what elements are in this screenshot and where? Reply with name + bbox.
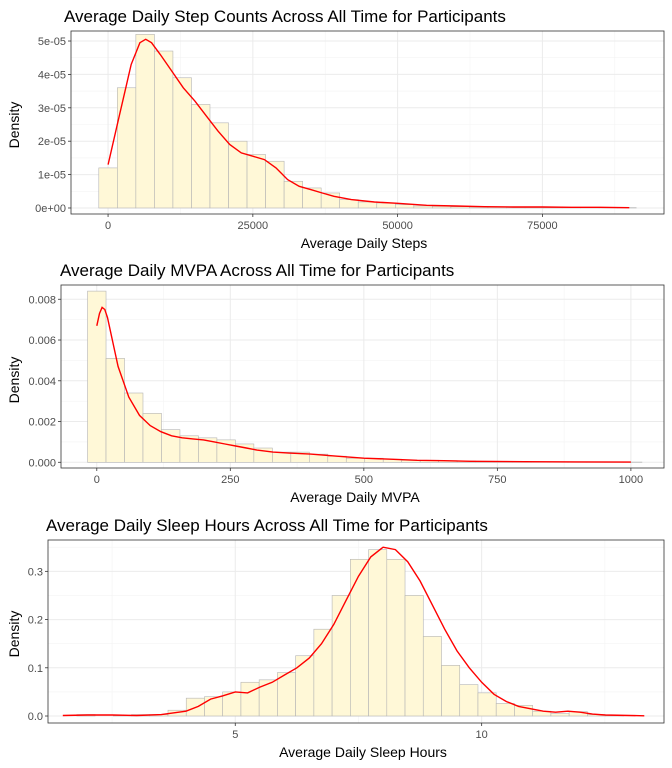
- mvpa-x-tick-label: 500: [355, 474, 373, 486]
- mvpa-histogram-bar: [345, 457, 366, 463]
- mvpa-density-line: [96, 306, 631, 463]
- mvpa-panel-border: [60, 284, 665, 469]
- sleep-histogram-bar: [368, 549, 388, 717]
- sleep-histogram-bar: [295, 655, 315, 717]
- sleep-chart-title: Average Daily Sleep Hours Across All Tim…: [46, 516, 488, 535]
- steps-x-tick-label: 75000: [527, 220, 558, 232]
- steps-y-tick-label: 2e-05: [38, 136, 66, 148]
- mvpa-y-tick-label: 0.008: [28, 294, 56, 306]
- sleep-histogram-bar: [550, 713, 570, 717]
- mvpa-y-tick-label: 0.002: [28, 417, 56, 429]
- mvpa-x-tick-label: 0: [94, 474, 100, 486]
- steps-histogram-bar: [191, 104, 211, 209]
- sleep-histogram-bar: [477, 692, 497, 717]
- steps-y-tick-label: 3e-05: [38, 103, 66, 115]
- sleep-y-tick-label: 0.3: [28, 566, 43, 578]
- steps-x-axis-label: Average Daily Steps: [301, 235, 428, 251]
- mvpa-x-axis-label: Average Daily MVPA: [290, 489, 420, 505]
- steps-histogram-bar: [98, 167, 118, 209]
- steps-y-tick-label: 4e-05: [38, 69, 66, 81]
- sleep-y-tick-label: 0.2: [28, 615, 43, 627]
- sleep-histogram-bar: [404, 595, 424, 717]
- mvpa-x-tick-label: 250: [221, 474, 239, 486]
- sleep-histogram-bar: [277, 672, 296, 717]
- mvpa-x-tick-label: 1000: [619, 474, 643, 486]
- mvpa-y-tick-label: 0.000: [28, 457, 56, 469]
- mvpa-chart: 0 250 500 750 1000 0.000 0.002 0.004 0.006 0.008 A…: [6, 261, 665, 505]
- sleep-y-tick-label: 0.1: [28, 663, 43, 675]
- mvpa-chart-title: Average Daily MVPA Across All Time for P…: [60, 261, 454, 280]
- steps-histogram-bar: [339, 199, 359, 209]
- steps-histogram-bar: [117, 87, 137, 209]
- steps-y-axis-label: Density: [6, 102, 22, 149]
- sleep-x-tick-label: 10: [476, 729, 488, 741]
- steps-histogram-bar: [413, 205, 433, 209]
- sleep-y-axis-label: Density: [6, 611, 22, 658]
- sleep-chart: 5 10 0.0 0.1 0.2 0.3 Average Daily Sleep Hours…: [6, 516, 665, 760]
- steps-panel-border: [70, 30, 665, 215]
- sleep-histogram-bar: [514, 705, 533, 717]
- steps-histogram-bar: [228, 140, 248, 209]
- steps-histogram-bar: [135, 34, 155, 209]
- steps-chart-title: Average Daily Step Counts Across All Tim…: [64, 7, 506, 26]
- mvpa-x-tick-label: 750: [488, 474, 506, 486]
- sleep-density-line: [62, 546, 645, 717]
- sleep-x-axis-label: Average Daily Sleep Hours: [279, 744, 447, 760]
- mvpa-y-tick-label: 0.006: [28, 335, 56, 347]
- steps-histogram-bar: [246, 154, 266, 209]
- mvpa-y-axis-label: Density: [6, 357, 22, 404]
- sleep-histogram-bar: [204, 696, 223, 717]
- mvpa-histogram-bar: [87, 290, 107, 463]
- sleep-histogram-bar: [240, 681, 260, 717]
- sleep-histogram-bar: [350, 558, 369, 717]
- steps-histogram-bar: [209, 122, 229, 209]
- steps-histogram-bar: [154, 50, 174, 209]
- steps-histogram-bar: [394, 204, 415, 209]
- steps-chart: 0 25000 50000 75000 0e+00 1e-05 2e-05 3e-05 4e-0…: [6, 7, 665, 251]
- mvpa-y-tick-label: 0.004: [28, 376, 56, 388]
- steps-x-tick-label: 50000: [382, 220, 413, 232]
- sleep-histogram-bar: [422, 636, 442, 717]
- steps-histogram-bar: [283, 180, 303, 209]
- steps-histogram-bar: [357, 201, 378, 209]
- mvpa-histogram-bar: [161, 429, 181, 463]
- sleep-y-tick-label: 0.0: [28, 711, 43, 723]
- sleep-histogram-bar: [459, 684, 479, 717]
- steps-x-tick-label: 25000: [238, 220, 269, 232]
- steps-histogram-bar: [376, 202, 396, 209]
- sleep-histogram-bar: [331, 595, 351, 717]
- steps-density-line: [107, 38, 630, 209]
- steps-y-tick-label: 1e-05: [38, 170, 66, 182]
- steps-histogram-bar: [172, 77, 192, 209]
- sleep-x-tick-label: 5: [232, 729, 238, 741]
- mvpa-histogram-bar: [105, 358, 125, 463]
- mvpa-histogram-bar: [124, 392, 144, 463]
- steps-y-tick-label: 5e-05: [38, 36, 66, 48]
- sleep-histogram-bar: [495, 703, 515, 717]
- steps-histogram-bar: [302, 187, 322, 209]
- steps-y-tick-label: 0e+00: [35, 203, 66, 215]
- steps-histogram-bar: [432, 206, 452, 209]
- steps-x-tick-label: 0: [105, 220, 111, 232]
- sleep-panel-border: [47, 539, 665, 724]
- sleep-histogram-bar: [386, 558, 406, 717]
- sleep-histogram-bar: [441, 665, 461, 717]
- steps-histogram-bar: [265, 160, 285, 209]
- sleep-histogram-bar: [258, 679, 278, 717]
